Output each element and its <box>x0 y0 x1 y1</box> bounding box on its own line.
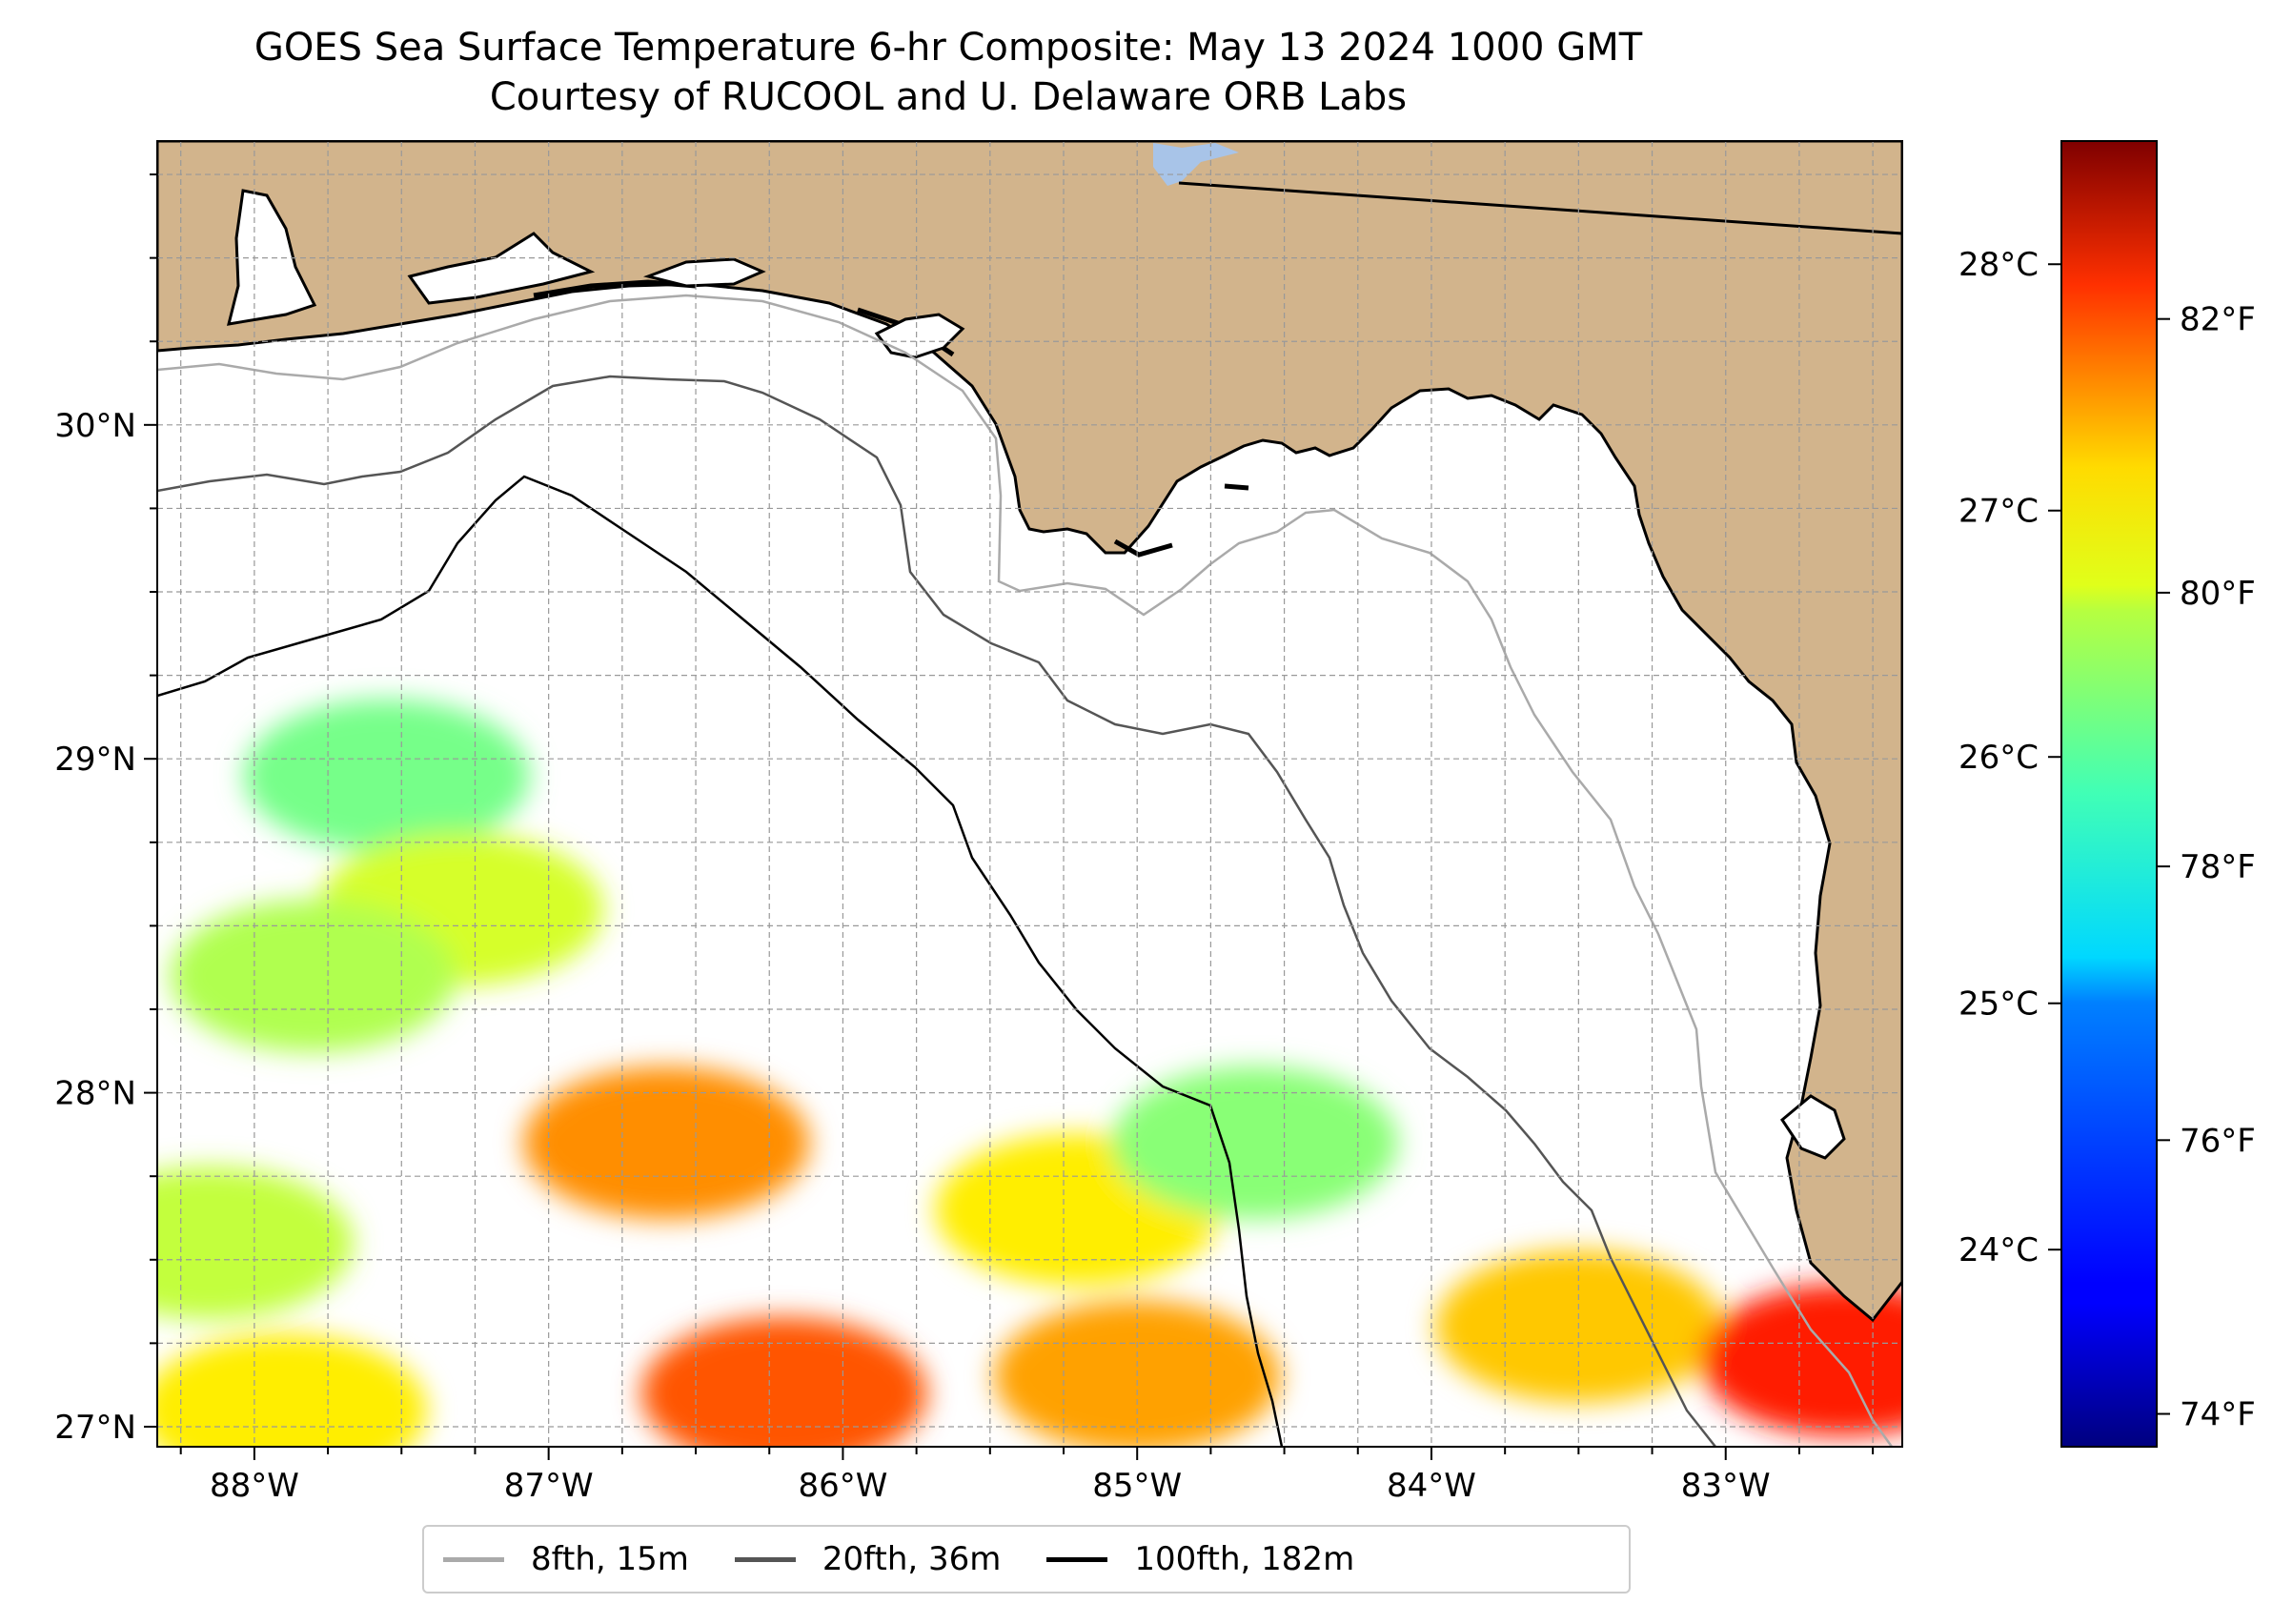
sst-patch <box>1111 1066 1398 1220</box>
fahrenheit-tick-label: 82°F <box>2180 301 2256 339</box>
land-mass <box>157 141 1902 1323</box>
fahrenheit-tick-label: 78°F <box>2180 848 2256 886</box>
celsius-tick-label: 27°C <box>1958 493 2039 531</box>
sst-patch <box>1700 1283 1902 1436</box>
fahrenheit-tick-label: 76°F <box>2180 1122 2256 1160</box>
lon-tick-label: 84°W <box>1387 1467 1476 1505</box>
lat-tick-label: 27°N <box>54 1409 136 1447</box>
colorbar <box>2060 140 2158 1448</box>
sst-patch <box>157 1167 354 1320</box>
longitude-axis: 88°W 87°W 86°W 85°W 84°W 83°W <box>179 1447 1875 1505</box>
sst-patch <box>243 699 530 852</box>
fahrenheit-tick-label: 80°F <box>2180 575 2256 613</box>
state-border <box>1178 181 1902 235</box>
celsius-tick-label: 26°C <box>1958 739 2039 777</box>
gridlines <box>157 141 1902 1447</box>
isobath-36m <box>157 375 1716 1447</box>
sst-layer <box>157 699 1902 1447</box>
colorbar-fahrenheit-axis: 74°F 76°F 78°F 80°F 82°F <box>2157 301 2256 1434</box>
sst-patch <box>157 1333 427 1447</box>
lon-tick-label: 85°W <box>1092 1467 1182 1505</box>
bay-tampa <box>1780 1094 1846 1160</box>
legend-label: 8fth, 15m <box>531 1540 689 1578</box>
sst-patch <box>523 1066 810 1220</box>
isobath-182m <box>157 475 1284 1447</box>
legend-swatch <box>734 1556 796 1562</box>
celsius-tick-label: 25°C <box>1958 985 2039 1024</box>
map-frame <box>156 140 1903 1448</box>
legend-label: 100fth, 182m <box>1134 1540 1355 1578</box>
bay-pensacola <box>407 232 596 305</box>
title-line-1: GOES Sea Surface Temperature 6-hr Compos… <box>254 26 1643 70</box>
bay-mobile <box>226 189 317 326</box>
bay-choctawhatchee <box>642 257 766 288</box>
celsius-tick-label: 24°C <box>1958 1231 2039 1269</box>
celsius-tick-label: 28°C <box>1958 246 2039 284</box>
isobath-15m <box>157 294 1894 1447</box>
legend-item-182m: 100fth, 182m <box>1046 1540 1354 1578</box>
latitude-axis: 30°N 29°N 28°N 27°N <box>54 173 157 1447</box>
legend-swatch <box>1046 1556 1108 1562</box>
map-title: GOES Sea Surface Temperature 6-hr Compos… <box>152 23 1744 122</box>
legend-item-15m: 8fth, 15m <box>443 1540 689 1578</box>
fahrenheit-tick-label: 74°F <box>2180 1396 2256 1434</box>
lon-tick-label: 86°W <box>798 1467 887 1505</box>
sst-patch <box>640 1316 927 1447</box>
lon-tick-label: 83°W <box>1681 1467 1771 1505</box>
bay-st-andrew <box>874 313 965 359</box>
lon-tick-label: 88°W <box>210 1467 299 1505</box>
map-area <box>157 141 1902 1447</box>
title-line-2: Courtesy of RUCOOL and U. Delaware ORB L… <box>489 75 1408 119</box>
lon-tick-label: 87°W <box>504 1467 594 1505</box>
lat-tick-label: 30°N <box>54 407 136 445</box>
lat-tick-label: 29°N <box>54 741 136 779</box>
legend-item-36m: 20fth, 36m <box>734 1540 1002 1578</box>
bathymetry-legend: 8fth, 15m 20fth, 36m 100fth, 182m <box>422 1525 1631 1594</box>
colorbar-celsius-axis: 24°C 25°C 26°C 27°C 28°C <box>1958 246 2061 1269</box>
legend-swatch <box>443 1556 504 1562</box>
lake-seminole <box>1153 143 1239 186</box>
lat-tick-label: 28°N <box>54 1075 136 1113</box>
legend-label: 20fth, 36m <box>822 1540 1002 1578</box>
sst-patch <box>170 899 457 1052</box>
